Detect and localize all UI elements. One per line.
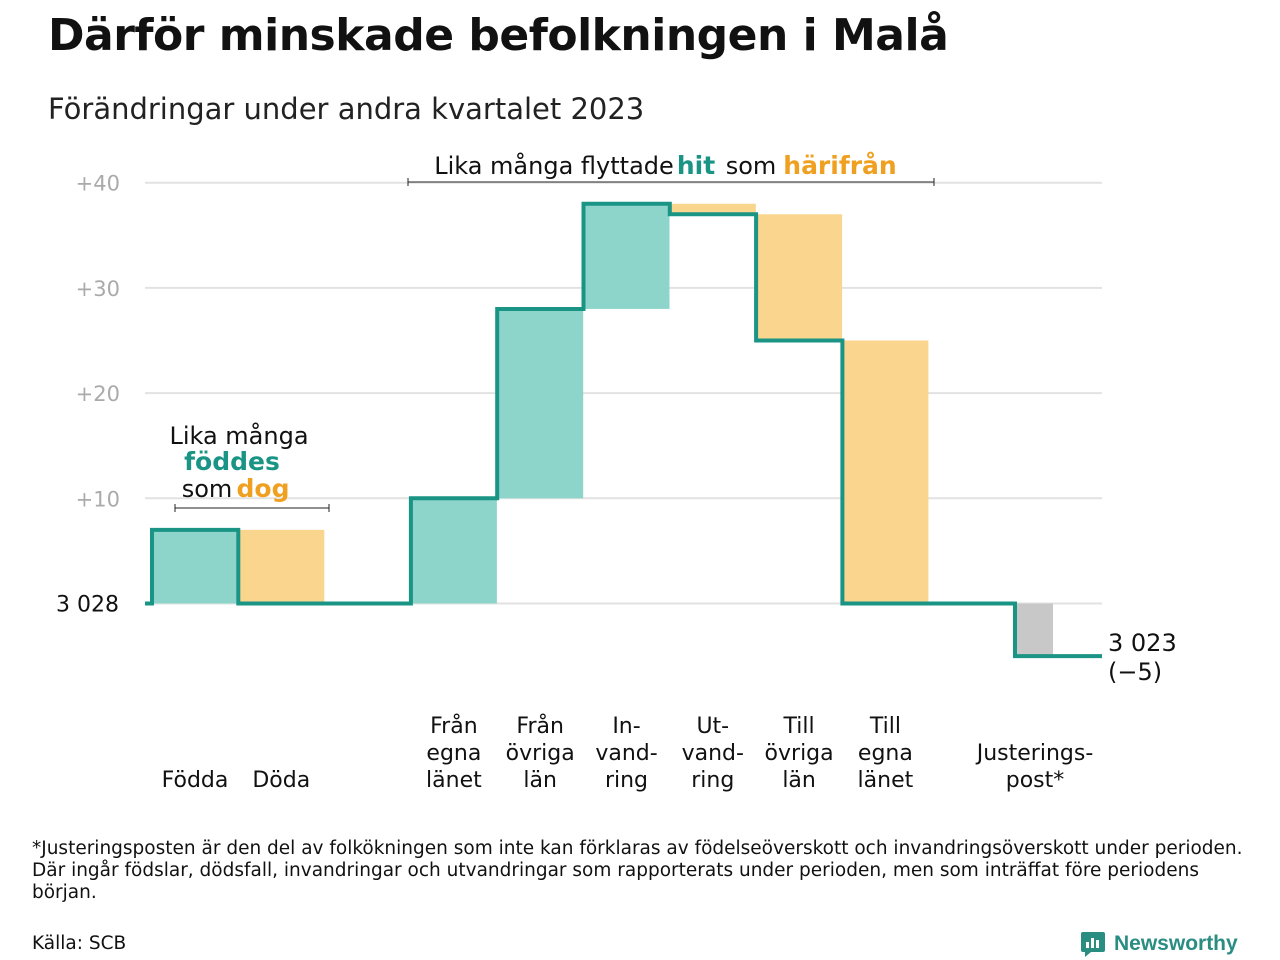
births-annotation-line1: Lika många: [169, 421, 308, 450]
y-tick-label: +40: [76, 172, 120, 196]
bar-4: [497, 308, 584, 499]
migration-annotation-here: hit: [677, 151, 715, 180]
end-value-label: 3 023: [1108, 629, 1177, 657]
category-label: vand-: [682, 741, 744, 766]
newsworthy-logo-icon: [1081, 932, 1105, 957]
category-label: vand-: [595, 741, 657, 766]
births-annotation-died: dog: [237, 474, 290, 503]
category-label: Ut-: [696, 714, 729, 739]
births-annotation-born: föddes: [184, 447, 280, 476]
category-label: Till: [783, 714, 815, 739]
category-label: egna: [426, 741, 481, 766]
cumulative-step-line: [145, 201, 1102, 659]
migration-annotation-text: Lika många flyttade: [434, 151, 674, 180]
category-label: Döda: [252, 768, 310, 793]
y-tick-label: +20: [76, 382, 120, 406]
footnote: *Justeringsposten är den del av folkökni…: [32, 838, 1243, 903]
category-label: övriga: [765, 741, 834, 766]
bar-6: [669, 203, 756, 215]
brand-name: Newsworthy: [1114, 932, 1238, 955]
bar-7: [756, 214, 843, 341]
baseline-label: 3 028: [56, 593, 119, 618]
category-label: Födda: [162, 768, 229, 793]
category-label: In-: [612, 714, 640, 739]
bar-2: [238, 529, 325, 604]
category-label: post*: [1006, 768, 1065, 793]
bar-9: [1015, 603, 1053, 657]
migration-annotation-away: härifrån: [783, 151, 896, 180]
chart-subtitle: Förändringar under andra kvartalet 2023: [48, 92, 645, 126]
category-label: län: [782, 768, 816, 793]
category-label: Till: [869, 714, 901, 739]
category-label: Från: [430, 713, 478, 739]
migration-annotation-as: som: [726, 152, 777, 180]
bar-3: [410, 498, 497, 604]
category-label: län: [523, 768, 557, 793]
category-label: övriga: [506, 741, 575, 766]
category-label: länet: [426, 768, 482, 793]
brand-logo: Newsworthy: [1080, 928, 1238, 960]
category-label: länet: [858, 768, 914, 793]
chart-title: Därför minskade befolkningen i Malå: [48, 10, 949, 61]
category-label: Justerings-: [975, 741, 1094, 766]
category-label: ring: [605, 768, 648, 793]
category-label: Från: [516, 713, 564, 739]
bar-1: [152, 529, 238, 604]
source-note: Källa: SCB: [32, 933, 127, 954]
bar-5: [583, 203, 670, 309]
births-annotation-as: som: [182, 475, 233, 503]
y-tick-label: +30: [76, 277, 120, 301]
category-label: egna: [858, 741, 913, 766]
y-tick-label: +10: [76, 487, 120, 511]
bar-8: [842, 340, 929, 604]
category-label: ring: [691, 768, 734, 793]
end-change-label: (−5): [1108, 658, 1162, 686]
